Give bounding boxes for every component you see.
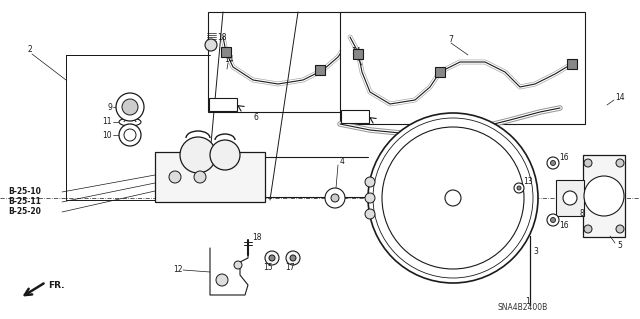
Circle shape (547, 157, 559, 169)
Circle shape (514, 183, 524, 193)
Circle shape (584, 159, 592, 167)
Text: B-25-11: B-25-11 (8, 197, 41, 206)
Text: SNA4B2400B: SNA4B2400B (497, 303, 547, 313)
Circle shape (365, 177, 375, 187)
Text: 14: 14 (615, 93, 625, 102)
Circle shape (290, 255, 296, 261)
Text: 17: 17 (285, 263, 295, 271)
Circle shape (265, 251, 279, 265)
Circle shape (325, 188, 345, 208)
Circle shape (169, 171, 181, 183)
Circle shape (119, 124, 141, 146)
Bar (221, 47, 231, 57)
Circle shape (194, 171, 206, 183)
Bar (353, 49, 363, 59)
Circle shape (205, 39, 217, 51)
Circle shape (550, 218, 556, 222)
Text: 12: 12 (173, 265, 182, 275)
Text: 1: 1 (525, 298, 531, 307)
Circle shape (210, 140, 240, 170)
Bar (155, 152, 265, 202)
Text: 2: 2 (27, 46, 32, 55)
Text: 6: 6 (253, 114, 258, 122)
Circle shape (550, 160, 556, 166)
Text: E-3: E-3 (212, 100, 229, 110)
Circle shape (616, 225, 624, 233)
Circle shape (373, 118, 533, 278)
Circle shape (365, 209, 375, 219)
Circle shape (584, 176, 624, 216)
Circle shape (124, 129, 136, 141)
Circle shape (517, 186, 521, 190)
Text: 15: 15 (263, 263, 273, 271)
Bar (340, 12, 585, 124)
Text: 14: 14 (351, 48, 360, 56)
Text: 5: 5 (617, 241, 622, 249)
Text: 16: 16 (559, 153, 568, 162)
Text: 10: 10 (102, 130, 112, 139)
Circle shape (216, 274, 228, 286)
Bar (315, 65, 325, 75)
Text: FR.: FR. (48, 281, 65, 291)
Circle shape (286, 251, 300, 265)
Circle shape (122, 99, 138, 115)
Text: 8: 8 (580, 209, 585, 218)
Text: E-2: E-2 (344, 112, 362, 122)
Circle shape (382, 127, 524, 269)
Bar (556, 180, 584, 216)
Text: 3: 3 (533, 248, 538, 256)
Text: 19: 19 (487, 138, 497, 147)
Bar (341, 110, 369, 123)
Text: 7: 7 (448, 35, 453, 44)
Text: 18: 18 (217, 33, 227, 42)
Text: B-25-10: B-25-10 (8, 188, 41, 197)
Text: 13: 13 (523, 176, 532, 186)
Circle shape (445, 190, 461, 206)
Bar (209, 98, 237, 111)
Circle shape (368, 113, 538, 283)
Text: 14: 14 (224, 56, 234, 64)
Bar (583, 155, 625, 237)
Circle shape (563, 191, 577, 205)
Bar (208, 12, 360, 112)
Bar (567, 59, 577, 69)
Circle shape (234, 261, 242, 269)
Circle shape (331, 194, 339, 202)
Text: 9: 9 (107, 102, 112, 112)
Text: B-25-20: B-25-20 (8, 207, 41, 217)
Circle shape (616, 159, 624, 167)
Text: 4: 4 (340, 158, 345, 167)
Text: 11: 11 (102, 117, 112, 127)
Circle shape (547, 214, 559, 226)
Circle shape (584, 225, 592, 233)
Text: 16: 16 (559, 220, 568, 229)
Text: 18: 18 (252, 233, 262, 241)
Circle shape (365, 193, 375, 203)
Circle shape (180, 137, 216, 173)
Bar (435, 67, 445, 77)
Circle shape (269, 255, 275, 261)
Circle shape (116, 93, 144, 121)
